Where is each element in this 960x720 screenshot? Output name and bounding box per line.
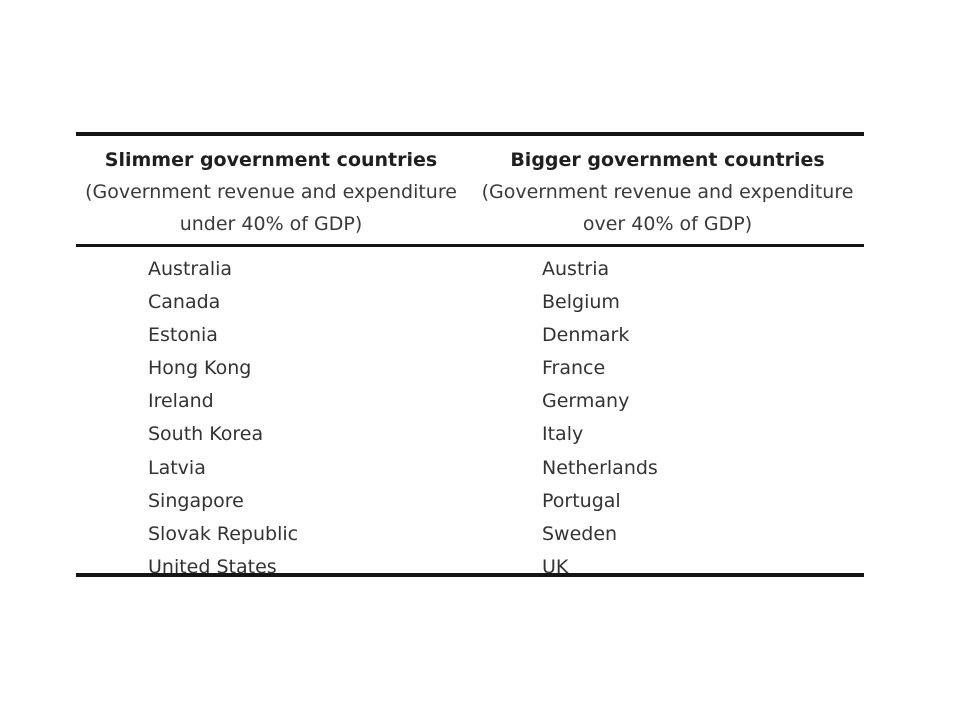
header-slimmer: Slimmer government countries (Government… [71, 144, 471, 240]
country-cell: Ireland [148, 390, 214, 413]
column-subtitle-bigger-line1: (Government revenue and expenditure [481, 181, 854, 203]
country-cell: Italy [542, 423, 584, 446]
country-cell: Estonia [148, 324, 218, 347]
country-cell: Hong Kong [148, 357, 252, 380]
slimmer-country-list: Australia Canada Estonia Hong Kong Irela… [148, 253, 298, 584]
country-cell: Sweden [542, 522, 618, 545]
country-cell: Singapore [148, 489, 244, 512]
country-cell: Germany [542, 390, 630, 413]
country-cell: Australia [148, 258, 233, 280]
country-cell: Belgium [542, 291, 620, 314]
column-title-slimmer: Slimmer government countries [104, 149, 438, 171]
country-cell: France [542, 357, 606, 380]
column-subtitle-slimmer-line2: under 40% of GDP) [179, 213, 363, 235]
country-cell: Latvia [148, 456, 206, 479]
country-cell: UK [542, 555, 569, 578]
bigger-country-list: Austria Belgium Denmark France Germany I… [542, 253, 658, 584]
column-subtitle-slimmer-line1: (Government revenue and expenditure [85, 181, 457, 203]
country-cell: South Korea [148, 423, 264, 446]
header-rule [76, 244, 864, 247]
table-header: Slimmer government countries (Government… [76, 136, 864, 240]
column-subtitle-bigger-line2: over 40% of GDP) [582, 213, 753, 235]
country-cell: Denmark [542, 324, 630, 347]
government-size-table: Slimmer government countries (Government… [76, 132, 864, 578]
header-bigger: Bigger government countries (Government … [471, 144, 864, 240]
country-cell: United States [148, 555, 277, 578]
country-cell: Austria [542, 258, 610, 280]
country-cell: Netherlands [542, 456, 658, 479]
top-rule [76, 132, 864, 136]
bottom-rule [76, 573, 864, 577]
country-cell: Portugal [542, 489, 621, 512]
country-cell: Canada [148, 291, 221, 314]
table-body: Australia Canada Estonia Hong Kong Irela… [76, 247, 864, 578]
column-title-bigger: Bigger government countries [510, 149, 825, 171]
country-cell: Slovak Republic [148, 522, 299, 545]
